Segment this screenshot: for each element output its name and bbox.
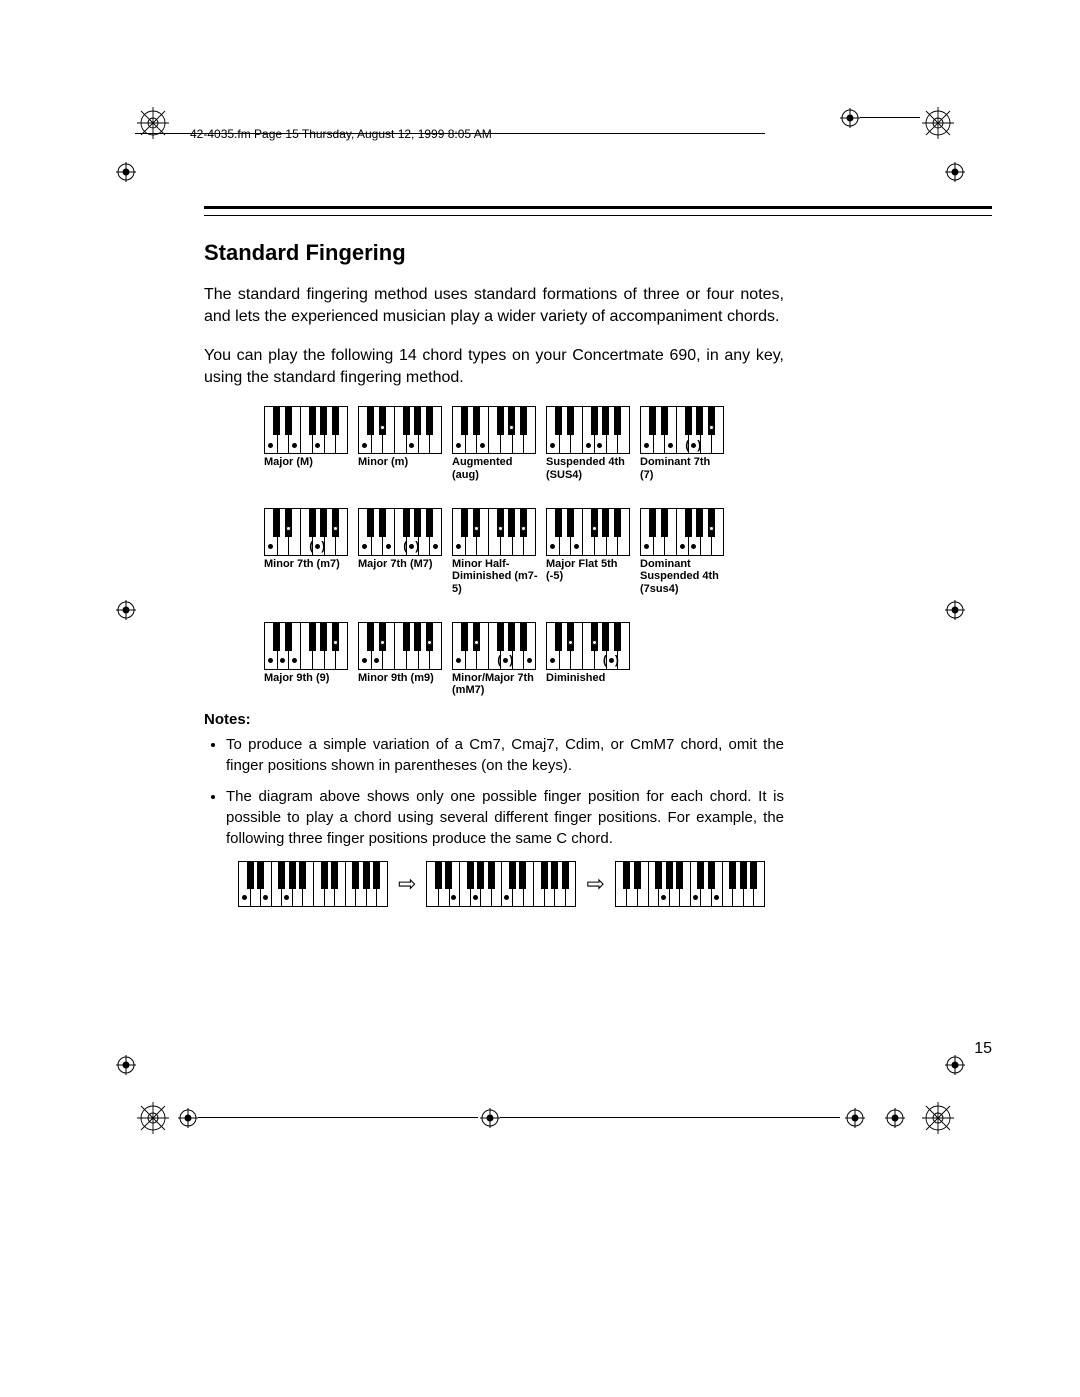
chord-cell: Major Flat 5th (-5): [546, 508, 640, 596]
chord-label: Minor 9th (m9): [358, 672, 444, 685]
chord-cell: ()Dominant 7th (7): [640, 406, 734, 481]
chord-label: Minor Half-Diminished (m7-5): [452, 558, 538, 596]
para-1: The standard fingering method uses stand…: [204, 284, 784, 327]
keyboard-diagram: [264, 406, 348, 454]
chord-label: Dominant 7th (7): [640, 456, 726, 481]
c-chord-variants-row: ⇨⇨: [238, 861, 784, 907]
keyboard-diagram-large: [426, 861, 576, 907]
chord-label: Minor 7th (m7): [264, 558, 350, 571]
page-number: 15: [974, 1040, 992, 1058]
content: Standard Fingering The standard fingerin…: [204, 240, 784, 907]
keyboard-diagram: (): [452, 622, 536, 670]
keyboard-diagram: [546, 508, 630, 556]
chord-label: Major 7th (M7): [358, 558, 444, 571]
regmark-target-mr: [945, 600, 965, 620]
regmark-target-tl: [116, 162, 136, 182]
regmark-line-top-r: [860, 117, 920, 118]
keyboard-diagram: [358, 406, 442, 454]
regmark-line-bl: [198, 1117, 478, 1118]
keyboard-diagram: (): [640, 406, 724, 454]
regmark-target-bl1: [116, 1055, 136, 1075]
regmark-target-br3: [945, 1055, 965, 1075]
regmark-sunburst-tr: [920, 105, 956, 141]
note-2: The diagram above shows only one possibl…: [226, 786, 784, 849]
regmark-target-br1: [845, 1108, 865, 1128]
regmark-target-tr1: [840, 108, 860, 128]
chord-cell: Suspended 4th (SUS4): [546, 406, 640, 481]
chord-cell: Minor 9th (m9): [358, 622, 452, 697]
keyboard-diagram-large: [238, 861, 388, 907]
arrow-icon: ⇨: [586, 871, 604, 897]
chord-cell: () Diminished: [546, 622, 640, 697]
para-2: You can play the following 14 chord type…: [204, 345, 784, 388]
keyboard-diagram: (): [264, 508, 348, 556]
regmark-target-bl2: [178, 1108, 198, 1128]
note-1: To produce a simple variation of a Cm7, …: [226, 734, 784, 776]
keyboard-diagram: [452, 508, 536, 556]
keyboard-diagram: (): [546, 622, 630, 670]
chord-label: Diminished: [546, 672, 632, 685]
chord-cell: Major 9th (9): [264, 622, 358, 697]
chord-cell: () Minor 7th (m7): [264, 508, 358, 596]
keyboard-diagram: [264, 622, 348, 670]
regmark-line-bc: [500, 1117, 840, 1118]
keyboard-diagram-large: [615, 861, 765, 907]
chord-cell: Major (M): [264, 406, 358, 481]
chord-label: Major 9th (9): [264, 672, 350, 685]
chord-label: Minor/Major 7th (mM7): [452, 672, 538, 697]
chord-label: Augmented (aug): [452, 456, 538, 481]
regmark-target-bc: [480, 1108, 500, 1128]
chord-cell: Dominant Suspended 4th (7sus4): [640, 508, 734, 596]
chord-label: Minor (m): [358, 456, 444, 469]
chord-label: Suspended 4th (SUS4): [546, 456, 632, 481]
regmark-target-ml: [116, 600, 136, 620]
regmark-sunburst-br: [920, 1100, 956, 1136]
chord-cell: ()Minor/Major 7th (mM7): [452, 622, 546, 697]
keyboard-diagram: (): [358, 508, 442, 556]
header-line: 42-4035.fm Page 15 Thursday, August 12, …: [190, 127, 492, 141]
notes-label: Notes:: [204, 711, 784, 728]
section-rule: [204, 206, 992, 216]
chord-cell: Minor Half-Diminished (m7-5): [452, 508, 546, 596]
chord-cell: Minor (m): [358, 406, 452, 481]
arrow-icon: ⇨: [398, 871, 416, 897]
keyboard-diagram: [546, 406, 630, 454]
chord-label: Major (M): [264, 456, 350, 469]
keyboard-diagram: [640, 508, 724, 556]
page: 42-4035.fm Page 15 Thursday, August 12, …: [0, 0, 1080, 1397]
chord-label: Dominant Suspended 4th (7sus4): [640, 558, 726, 596]
keyboard-diagram: [452, 406, 536, 454]
chord-grid: Major (M) Minor (m) Augmented (aug) Suspend…: [264, 406, 784, 696]
section-title: Standard Fingering: [204, 240, 784, 266]
regmark-sunburst-tl: [135, 105, 171, 141]
chord-cell: () Major 7th (M7): [358, 508, 452, 596]
chord-cell: Augmented (aug): [452, 406, 546, 481]
chord-label: Major Flat 5th (-5): [546, 558, 632, 583]
regmark-sunburst-bl: [135, 1100, 171, 1136]
notes-list: To produce a simple variation of a Cm7, …: [204, 734, 784, 849]
keyboard-diagram: [358, 622, 442, 670]
regmark-target-tr2: [945, 162, 965, 182]
regmark-target-br2: [885, 1108, 905, 1128]
